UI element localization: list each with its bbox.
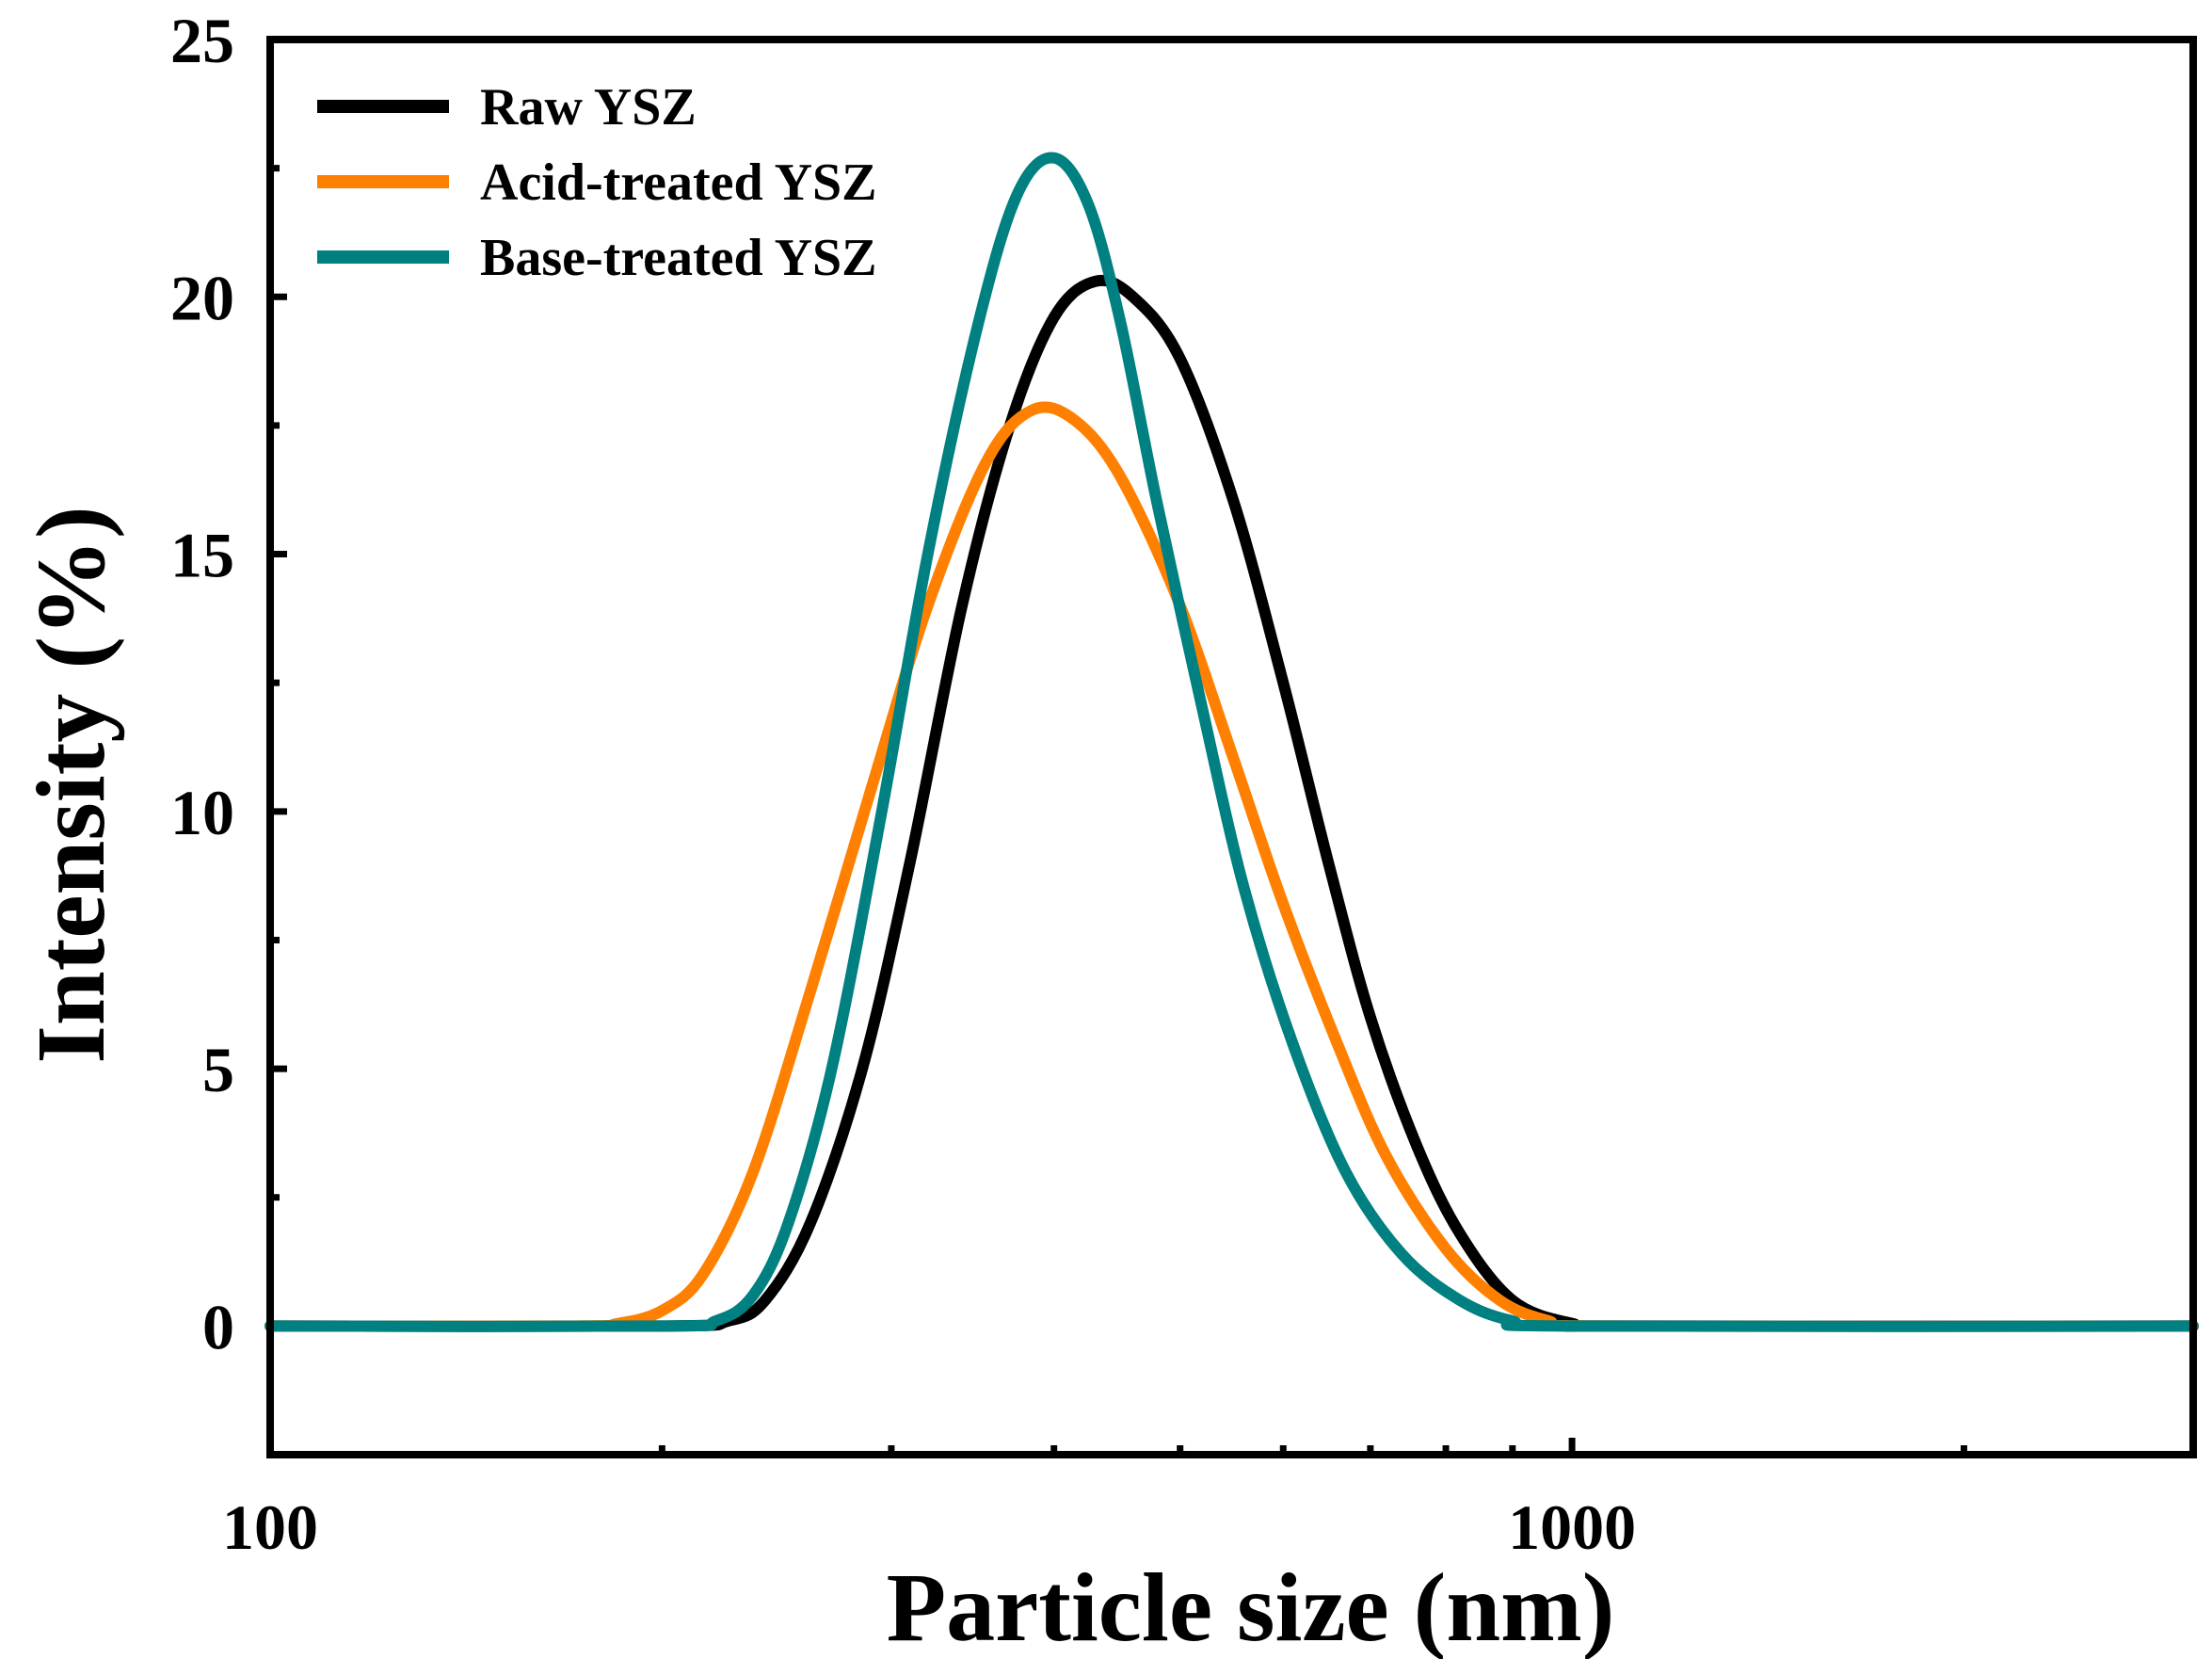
x-axis-title: Particle size (nm) [887,1554,1615,1659]
legend: Raw YSZ Acid-treated YSZ Base-treated YSZ [317,78,877,287]
y-tick-label: 25 [170,5,234,76]
y-tick-label: 15 [170,520,234,591]
x-tick-label: 100 [222,1491,318,1563]
legend-label: Raw YSZ [480,78,697,137]
y-tick-label: 5 [202,1034,234,1105]
series-line-acid-treated-ysz [264,401,2199,1332]
series-line-raw-ysz [264,274,2199,1332]
tick-labels: 0 5 10 15 20 25 100 1000 [170,5,1636,1563]
y-tick-label: 10 [170,777,234,848]
legend-label: Base-treated YSZ [480,229,877,287]
x-tick-label: 1000 [1508,1491,1636,1563]
y-tick-label: 20 [170,262,234,333]
y-axis-title: Intensity (%) [17,506,125,1063]
series [264,152,2199,1332]
series-line-base-treated-ysz [264,152,2199,1332]
legend-label: Acid-treated YSZ [480,153,877,212]
plot-frame [266,36,2197,1458]
y-tick-label: 0 [202,1291,234,1362]
